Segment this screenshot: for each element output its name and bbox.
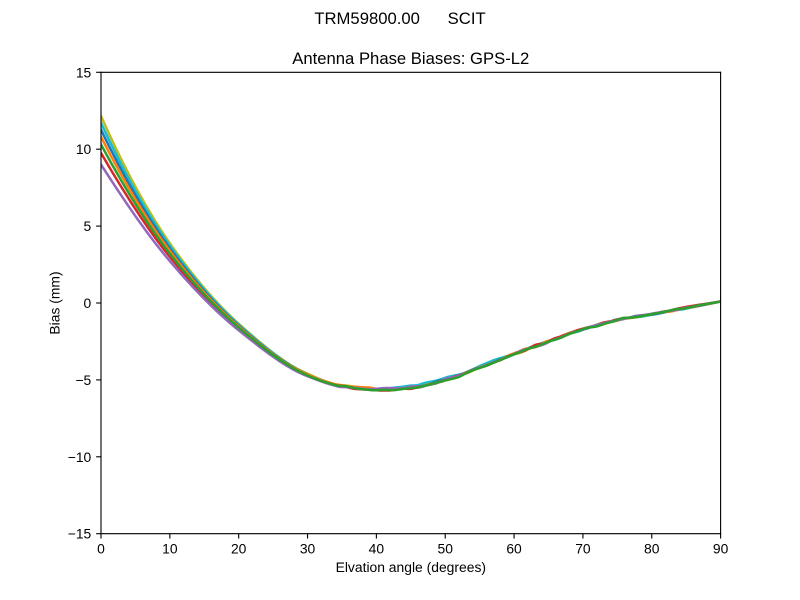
svg-text:5: 5 [84,218,92,234]
svg-text:30: 30 [300,540,316,556]
svg-text:60: 60 [506,540,522,556]
svg-text:80: 80 [644,540,660,556]
svg-text:40: 40 [369,540,385,556]
svg-text:Elvation angle (degrees): Elvation angle (degrees) [336,559,486,575]
svg-text:−15: −15 [68,526,92,542]
svg-text:Antenna Phase Biases: GPS-L2: Antenna Phase Biases: GPS-L2 [292,49,529,68]
svg-text:15: 15 [76,64,92,80]
svg-text:50: 50 [438,540,454,556]
svg-text:70: 70 [575,540,591,556]
svg-text:−10: −10 [68,449,92,465]
svg-text:Bias (mm): Bias (mm) [46,271,62,334]
svg-text:TRM59800.00 SCIT: TRM59800.00 SCIT [314,9,485,28]
svg-text:−5: −5 [75,372,91,388]
svg-text:10: 10 [162,540,178,556]
svg-text:20: 20 [231,540,247,556]
svg-text:0: 0 [97,540,105,556]
svg-text:10: 10 [76,141,92,157]
svg-text:90: 90 [713,540,729,556]
svg-text:0: 0 [84,295,92,311]
